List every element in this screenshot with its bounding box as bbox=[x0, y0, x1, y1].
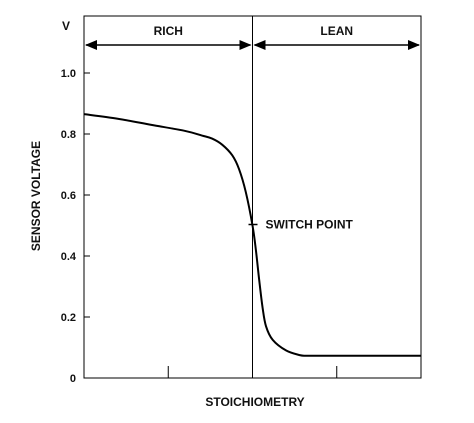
y-tick-label: 0.6 bbox=[61, 190, 76, 202]
switch-point-label: SWITCH POINT bbox=[266, 218, 354, 232]
plot-area: 0 0.2 0.4 0.6 0.8 1.0 SWITCH POINT bbox=[61, 15, 422, 385]
y-tick-label: 0.4 bbox=[61, 251, 77, 263]
y-tick-label: 1.0 bbox=[61, 68, 76, 80]
region-arrow-head-right bbox=[408, 40, 420, 50]
region-arrow-head-left bbox=[85, 40, 97, 50]
y-tick-label: 0.2 bbox=[61, 312, 76, 324]
y-tick-label: 0 bbox=[70, 373, 76, 385]
region-arrows: RICH LEAN bbox=[85, 24, 420, 50]
region-label-lean: LEAN bbox=[320, 24, 353, 38]
region-arrow-head-right bbox=[239, 40, 252, 50]
y-axis-unit: V bbox=[62, 19, 70, 33]
x-axis-label: STOICHIOMETRY bbox=[205, 395, 304, 409]
region-arrow-head-left bbox=[253, 40, 266, 50]
region-label-rich: RICH bbox=[154, 24, 183, 38]
y-axis-label: SENSOR VOLTAGE bbox=[29, 141, 43, 251]
sensor-voltage-line bbox=[83, 113, 421, 357]
y-tick-label: 0.8 bbox=[61, 129, 76, 141]
